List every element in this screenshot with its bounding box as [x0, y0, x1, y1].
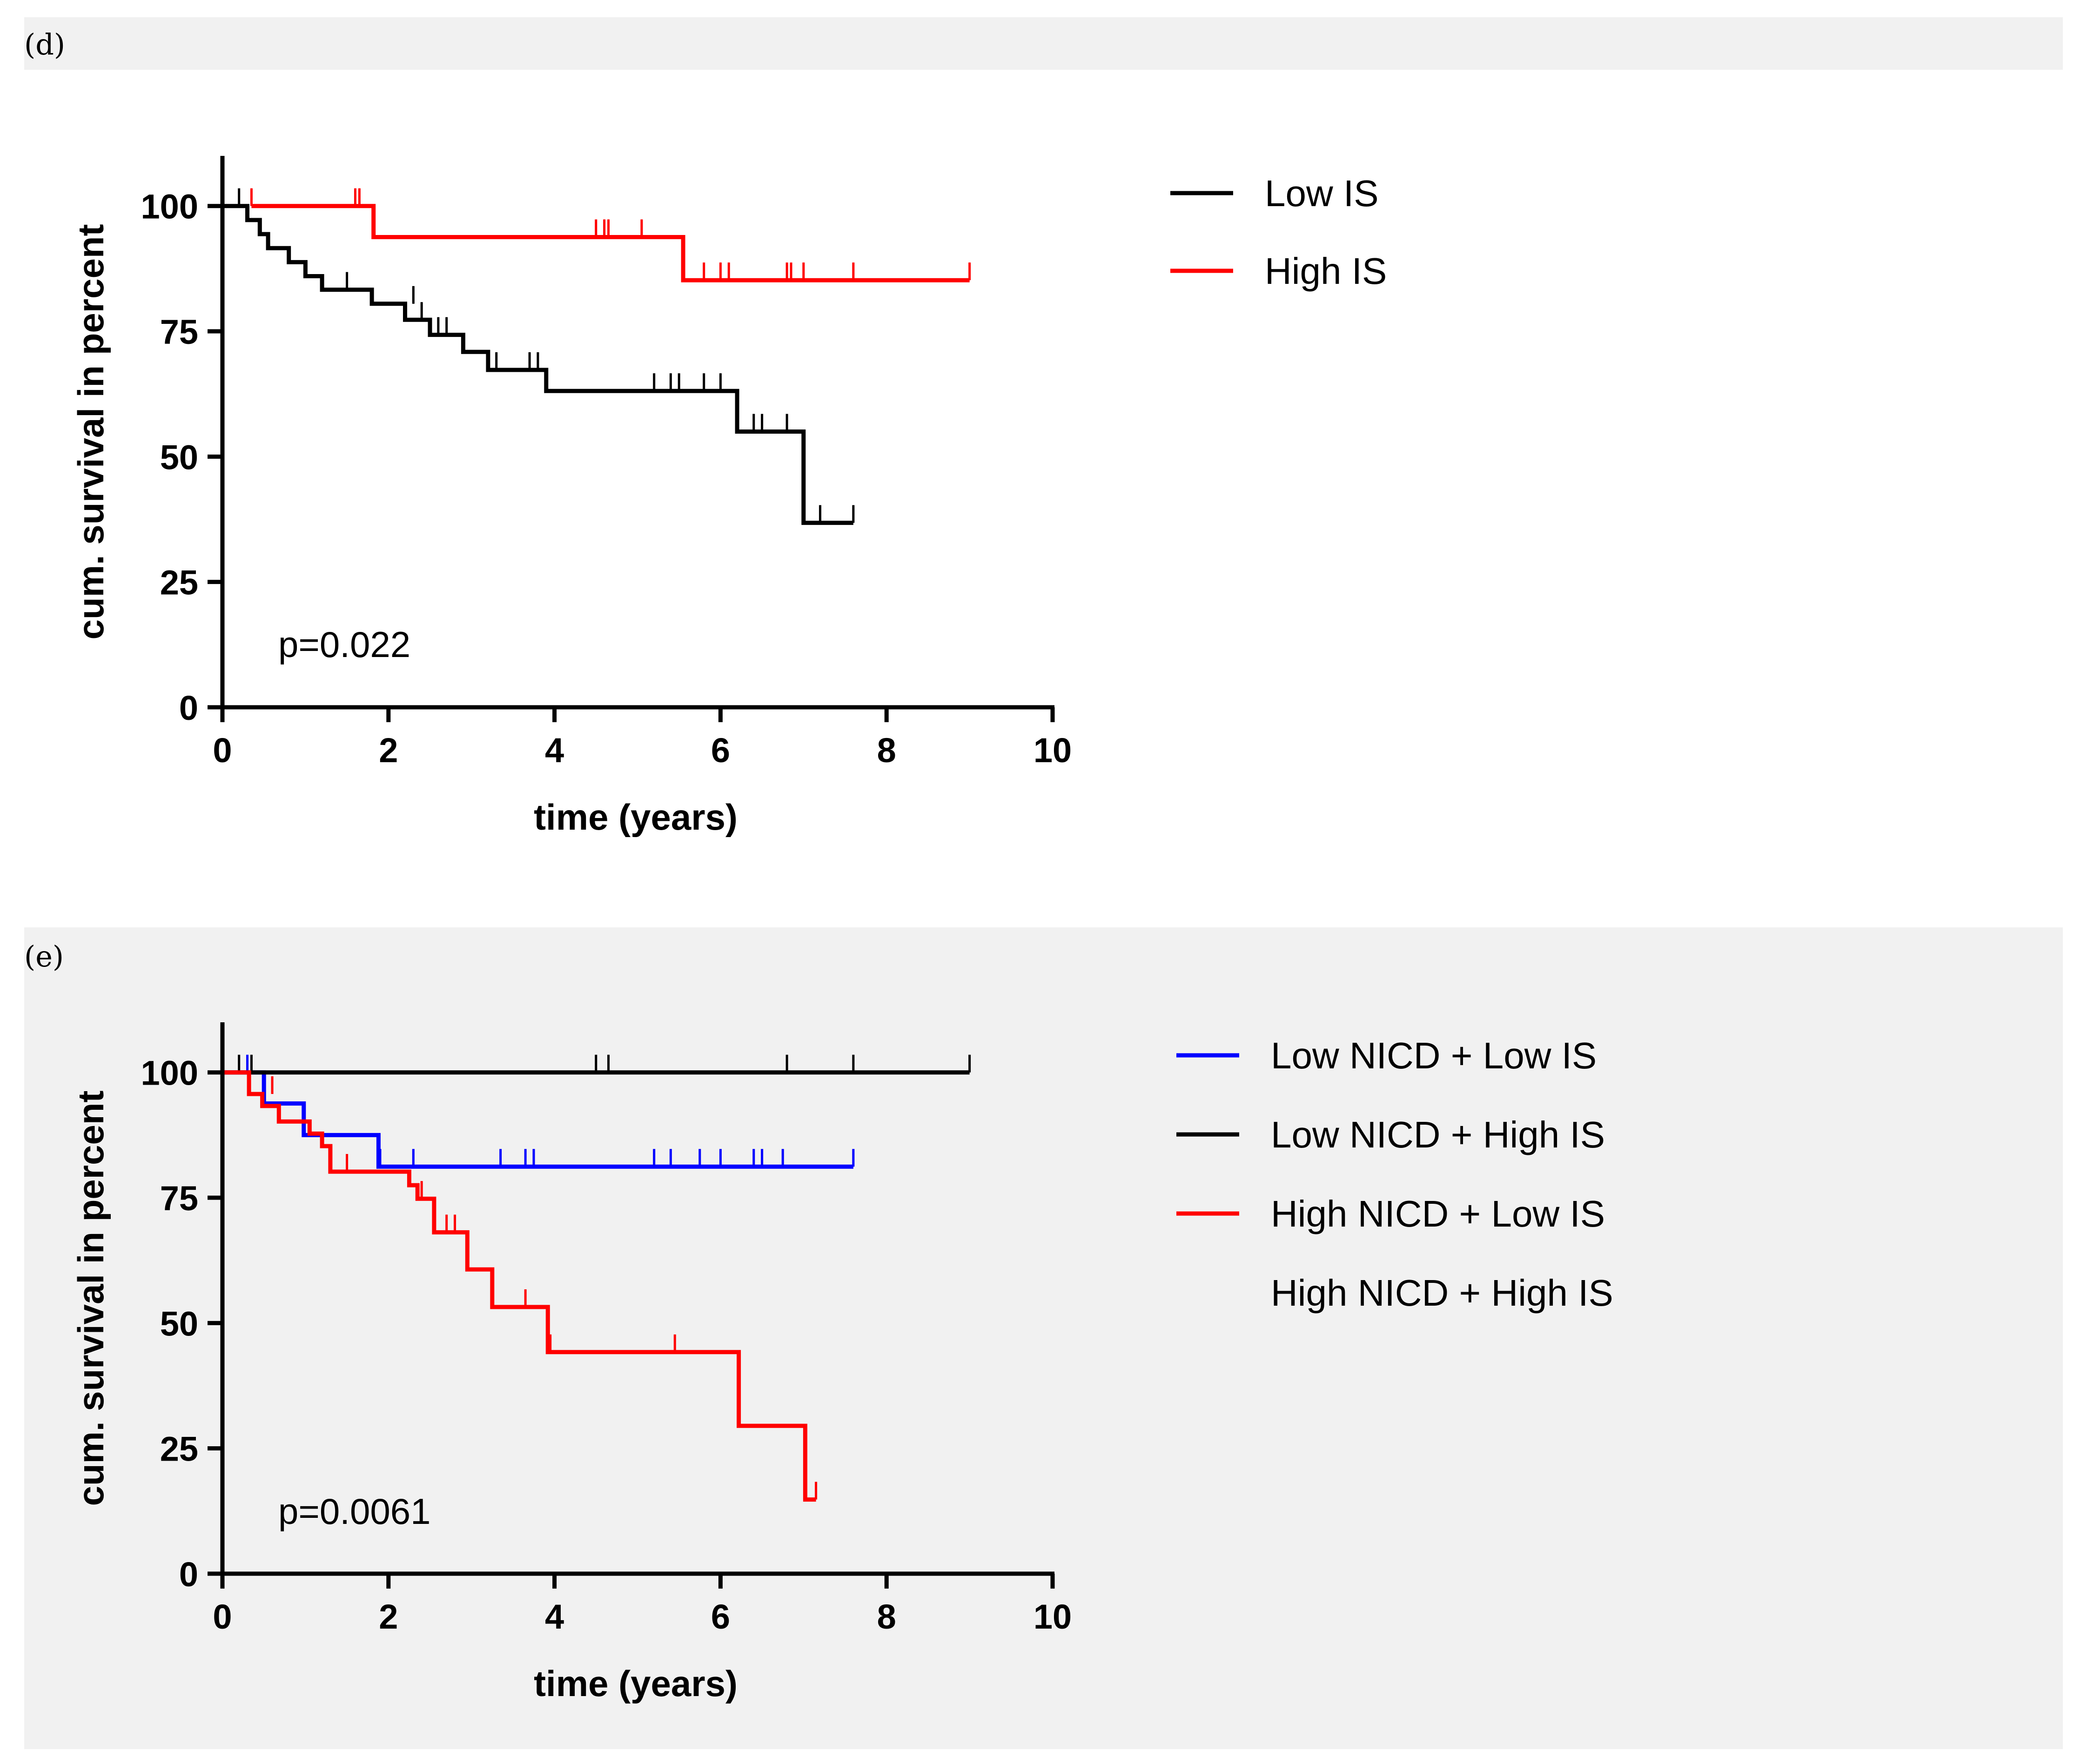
- chart-d-legend-label-0: Low IS: [1265, 173, 1379, 214]
- chart-d-x-tick-label-1: 2: [379, 731, 398, 770]
- chart-e-series-line-2: [222, 1070, 816, 1502]
- chart-e-x-tick-label-0: 0: [213, 1597, 232, 1636]
- chart-e-legend-label-0: Low NICD + Low IS: [1271, 1035, 1597, 1076]
- chart-d-x-tick-label-3: 6: [711, 731, 730, 770]
- chart-d-y-tick-label-0: 0: [179, 689, 198, 727]
- chart-d-y-tick-label-2: 50: [160, 438, 198, 476]
- chart-d-x-tick-label-5: 10: [1034, 731, 1072, 770]
- chart-d-series-line-1: [251, 204, 970, 282]
- chart-e-x-tick-label-5: 10: [1034, 1597, 1072, 1636]
- chart-d-y-tick-label-1: 25: [160, 563, 198, 602]
- chart-d-x-tick-label-2: 4: [545, 731, 564, 770]
- panel-e-background: [24, 927, 2063, 1749]
- chart-d-p-value: p=0.022: [278, 624, 410, 665]
- chart-e-x-tick-label-3: 6: [711, 1597, 730, 1636]
- chart-d-x-tick-label-0: 0: [213, 731, 232, 770]
- chart-d-y-axis-title: cum. survival in percent: [70, 224, 111, 639]
- chart-e-x-tick-label-2: 4: [545, 1597, 564, 1636]
- panel-e-label: (e): [24, 939, 64, 973]
- chart-d-legend-label-1: High IS: [1265, 250, 1387, 292]
- chart-d-y-tick-label-4: 100: [141, 188, 198, 226]
- chart-e-p-value: p=0.0061: [278, 1491, 431, 1532]
- chart-e-y-tick-label-0: 0: [179, 1555, 198, 1594]
- chart-e-legend-label-1: Low NICD + High IS: [1271, 1114, 1605, 1155]
- chart-e-y-tick-label-4: 100: [141, 1054, 198, 1093]
- chart-e-x-tick-label-1: 2: [379, 1597, 398, 1636]
- chart-e-x-tick-label-4: 8: [877, 1597, 896, 1636]
- panel-d-label: (d): [24, 27, 65, 61]
- chart-e-y-axis-title: cum. survival in percent: [70, 1090, 111, 1506]
- chart-e-series-line-0: [222, 1070, 853, 1169]
- chart-e-y-tick-label-1: 25: [160, 1430, 198, 1469]
- chart-d-x-axis-title: time (years): [534, 797, 738, 838]
- chart-d-y-tick-label-3: 75: [160, 313, 198, 351]
- chart-e-y-tick-label-3: 75: [160, 1179, 198, 1218]
- chart-e-x-axis-title: time (years): [534, 1663, 738, 1704]
- chart-e-y-tick-label-2: 50: [160, 1304, 198, 1343]
- panel-d-header-background: [24, 17, 2063, 70]
- chart-e-legend-label-3: High NICD + High IS: [1271, 1272, 1613, 1314]
- chart-d-series-line-0: [222, 204, 853, 525]
- chart-d-x-tick-label-4: 8: [877, 731, 896, 770]
- chart-e-legend-label-2: High NICD + Low IS: [1271, 1193, 1605, 1234]
